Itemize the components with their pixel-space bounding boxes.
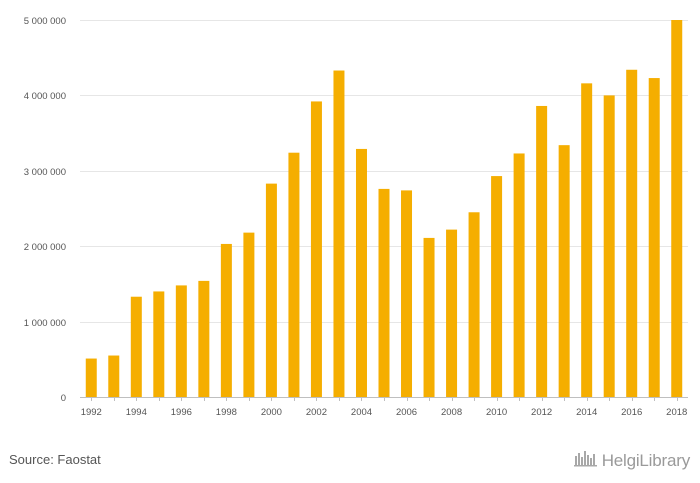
x-axis-labels: 1992 1994 1996 1998 2000 2002 2004 2006 2008 2010… xyxy=(81,407,688,418)
city-skyline-icon xyxy=(573,449,598,472)
bar-1993[interactable] xyxy=(108,355,120,397)
bar-1992[interactable] xyxy=(85,358,97,397)
x-tick-label: 2010 xyxy=(486,407,507,418)
bar-2006[interactable] xyxy=(401,190,413,397)
x-tick-label: 2018 xyxy=(666,407,687,418)
helgilibrary-link[interactable]: HelgiLibrary xyxy=(573,449,691,472)
source-label: Source: Faostat xyxy=(9,452,101,467)
bar-1995[interactable] xyxy=(153,291,165,397)
y-tick-label: 1 000 000 xyxy=(24,318,66,329)
bar-2010[interactable] xyxy=(491,176,503,397)
x-tick-label: 2012 xyxy=(531,407,552,418)
x-axis xyxy=(80,397,688,401)
bar-2013[interactable] xyxy=(558,145,570,397)
x-tick-label: 1994 xyxy=(126,407,147,418)
x-tick-label: 2008 xyxy=(441,407,462,418)
bars xyxy=(85,20,683,398)
x-tick-label: 2000 xyxy=(261,407,282,418)
bar-1998[interactable] xyxy=(220,243,232,397)
x-tick-label: 2016 xyxy=(621,407,642,418)
x-tick-label: 2006 xyxy=(396,407,417,418)
bar-2017[interactable] xyxy=(648,78,660,397)
bar-2012[interactable] xyxy=(536,105,548,398)
bar-2002[interactable] xyxy=(310,101,322,398)
bar-2018[interactable] xyxy=(671,20,683,397)
x-tick-label: 1998 xyxy=(216,407,237,418)
bar-2000[interactable] xyxy=(265,183,277,397)
bar-2009[interactable] xyxy=(468,212,480,397)
bar-1996[interactable] xyxy=(175,285,187,397)
bar-chart: 0 1 000 000 2 000 000 3 000 000 4 000 000 5 0… xyxy=(24,16,688,418)
x-tick-label: 1992 xyxy=(81,407,102,418)
y-tick-label: 0 xyxy=(61,393,66,404)
x-tick-label: 2004 xyxy=(351,407,372,418)
y-tick-label: 5 000 000 xyxy=(24,16,66,27)
bar-2005[interactable] xyxy=(378,188,390,397)
y-tick-label: 4 000 000 xyxy=(24,91,66,102)
bar-1997[interactable] xyxy=(198,280,210,397)
y-tick-label: 2 000 000 xyxy=(24,242,66,253)
bar-2011[interactable] xyxy=(513,153,525,397)
bar-2016[interactable] xyxy=(626,69,638,397)
y-axis-labels: 0 1 000 000 2 000 000 3 000 000 4 000 000 5 0… xyxy=(24,16,66,404)
bar-2003[interactable] xyxy=(333,70,345,398)
x-tick-label: 2002 xyxy=(306,407,327,418)
bar-2004[interactable] xyxy=(355,148,367,397)
bar-2001[interactable] xyxy=(288,152,300,397)
y-tick-label: 3 000 000 xyxy=(24,167,66,178)
bar-2015[interactable] xyxy=(603,95,615,398)
x-tick-label: 2014 xyxy=(576,407,597,418)
x-tick-label: 1996 xyxy=(171,407,192,418)
bar-2014[interactable] xyxy=(581,83,593,397)
chart-footer: Source: Faostat HelgiLibrary xyxy=(0,440,700,483)
bar-1999[interactable] xyxy=(243,232,255,397)
bar-2007[interactable] xyxy=(423,237,435,397)
brand-name: HelgiLibrary xyxy=(601,450,691,470)
bar-1994[interactable] xyxy=(130,296,142,397)
bar-2008[interactable] xyxy=(446,229,458,397)
